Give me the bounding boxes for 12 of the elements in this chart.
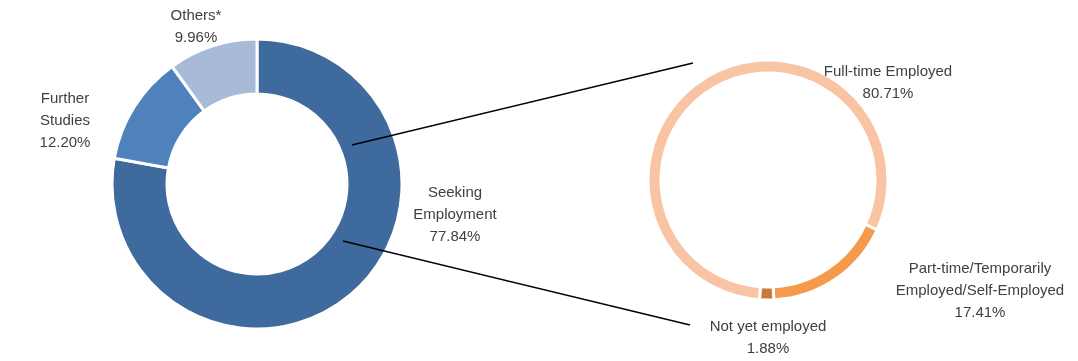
- data-label: 77.84%: [429, 227, 481, 244]
- data-label: 9.96%: [174, 28, 218, 45]
- slice-label: Full-time Employed: [823, 62, 953, 79]
- slice-label: Seeking Employment: [413, 183, 498, 222]
- data-label: 12.20%: [39, 133, 91, 150]
- data-label: 1.88%: [746, 339, 790, 356]
- slice-label: Further Studies: [39, 89, 91, 128]
- slice-label: Others*: [170, 6, 222, 23]
- data-label: 17.41%: [954, 303, 1006, 320]
- slice-label: Not yet employed: [709, 317, 827, 334]
- data-label: 80.71%: [862, 84, 914, 101]
- slice-label: Part-time/Temporarily Employed/Self-Employed: [895, 259, 1065, 298]
